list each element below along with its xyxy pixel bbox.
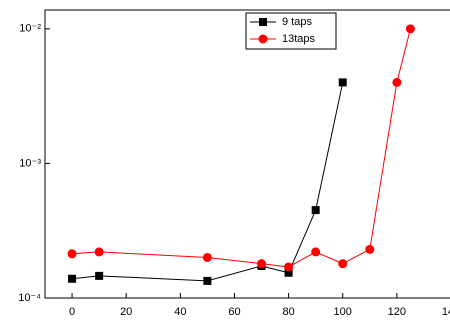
- marker: [94, 247, 104, 257]
- x-tick-label: 80: [282, 306, 294, 318]
- legend-marker: [259, 18, 267, 26]
- x-tick-label: 60: [228, 306, 240, 318]
- marker: [203, 276, 212, 285]
- legend-marker: [258, 34, 268, 44]
- marker: [95, 271, 104, 280]
- x-tick-label: 0: [69, 306, 75, 318]
- marker: [257, 259, 267, 269]
- y-tick-label: 10⁻³: [19, 157, 41, 169]
- marker: [405, 24, 415, 34]
- marker: [67, 249, 77, 259]
- y-tick-label: 10⁻²: [19, 23, 41, 35]
- marker: [338, 78, 347, 87]
- marker: [311, 247, 321, 257]
- x-tick-label: 100: [334, 306, 352, 318]
- marker: [202, 252, 212, 262]
- x-tick-label: 120: [388, 306, 406, 318]
- marker: [311, 206, 320, 215]
- line: [72, 82, 344, 282]
- marker: [284, 268, 293, 277]
- marker: [284, 262, 294, 272]
- marker: [68, 274, 77, 283]
- y-tick-label: 10⁻⁴: [18, 292, 41, 304]
- x-tick-label: 40: [174, 306, 186, 318]
- marker: [365, 244, 375, 254]
- legend-label: 13taps: [282, 33, 316, 45]
- marker: [392, 77, 402, 87]
- marker: [338, 259, 348, 269]
- line: [72, 28, 411, 268]
- plot-frame: [44, 9, 450, 299]
- x-tick-label: 20: [120, 306, 132, 318]
- legend-label: 9 taps: [282, 16, 312, 28]
- x-tick-label: 140: [442, 306, 450, 318]
